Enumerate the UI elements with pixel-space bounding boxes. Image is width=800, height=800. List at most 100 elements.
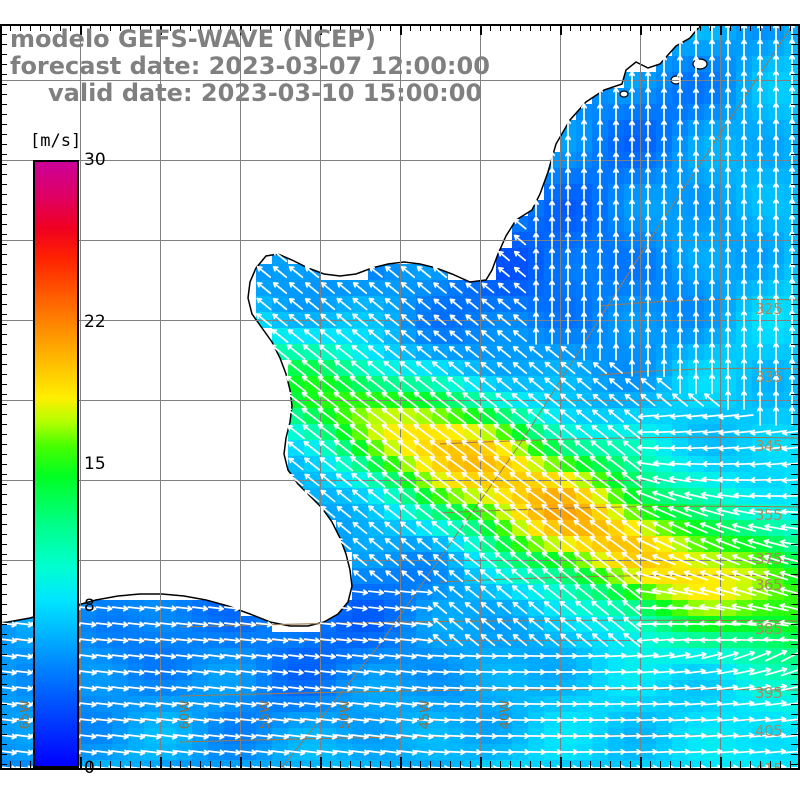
wind-arrow: [415, 653, 433, 660]
wind-arrow: [512, 330, 528, 342]
wind-arrow: [660, 167, 668, 185]
wind-arrow: [621, 583, 643, 601]
wind-arrow: [670, 429, 690, 436]
wind-arrow: [596, 247, 604, 265]
wind-arrow: [660, 87, 668, 105]
wind-arrow: [589, 487, 611, 505]
wind-arrow: [495, 568, 513, 584]
wind-arrow: [271, 701, 289, 708]
wind-arrow: [788, 70, 796, 90]
wind-arrow: [207, 637, 225, 644]
wind-arrow: [548, 200, 556, 216]
wind-arrow: [288, 653, 304, 660]
wind-arrow: [557, 519, 579, 537]
wind-arrow: [110, 749, 130, 756]
raster-cell: [288, 760, 304, 770]
wind-arrow: [608, 393, 624, 407]
wind-arrow: [748, 523, 772, 532]
wind-arrow: [365, 391, 387, 409]
wind-arrow: [429, 471, 451, 489]
wind-arrow: [669, 445, 691, 452]
wind-arrow: [513, 282, 527, 294]
axis-tick: [510, 24, 511, 31]
wind-arrow: [398, 701, 418, 708]
axis-tick: [0, 504, 7, 505]
wind-arrow: [708, 326, 716, 346]
wind-arrow: [668, 537, 692, 551]
wind-arrow: [449, 282, 463, 294]
wind-arrow: [623, 632, 641, 648]
wind-arrow: [432, 617, 448, 631]
wind-arrow: [541, 471, 563, 489]
wind-arrow: [239, 669, 257, 676]
wind-arrow: [111, 701, 129, 708]
wind-arrow: [111, 605, 129, 612]
wind-arrow: [143, 637, 161, 644]
wind-arrow: [692, 55, 700, 73]
axis-tick: [210, 24, 211, 31]
wind-arrow: [788, 198, 796, 218]
wind-arrow: [365, 407, 387, 425]
axis-tick: [310, 24, 311, 31]
colorbar[interactable]: [33, 160, 79, 768]
axis-tick: [320, 24, 322, 35]
wind-arrow: [0, 717, 17, 724]
wind-arrow: [724, 390, 732, 410]
wind-arrow: [573, 535, 595, 553]
wind-arrow: [353, 570, 367, 582]
wind-arrow: [509, 503, 531, 521]
wind-arrow: [676, 279, 684, 297]
wind-arrow: [286, 344, 306, 360]
axis-tick: [791, 414, 798, 415]
wind-arrow: [111, 669, 129, 676]
wind-arrow: [580, 263, 588, 281]
axis-tick: [0, 34, 7, 35]
wind-arrow: [350, 456, 370, 472]
axis-tick: [500, 761, 501, 768]
wind-arrow: [480, 617, 496, 631]
wind-arrow: [191, 637, 209, 644]
axis-tick: [280, 761, 281, 768]
wind-arrow: [383, 360, 401, 376]
wind-arrow: [788, 262, 796, 282]
axis-tick: [791, 554, 798, 555]
wind-arrow: [564, 279, 572, 297]
wind-arrow: [191, 685, 209, 692]
axis-tick: [290, 761, 291, 768]
wind-arrow: [497, 298, 511, 310]
axis-tick: [380, 761, 381, 768]
axis-tick: [720, 24, 722, 35]
wind-arrow: [464, 569, 480, 583]
wind-arrow: [612, 327, 620, 345]
wind-arrow: [317, 359, 339, 377]
wind-arrow: [320, 473, 336, 487]
axis-tick: [791, 474, 798, 475]
wind-arrow: [692, 230, 700, 250]
axis-tick: [500, 24, 501, 31]
wind-arrow: [432, 633, 448, 647]
wind-arrow: [525, 487, 547, 505]
wind-arrow: [764, 649, 788, 662]
axis-tick: [0, 354, 7, 355]
wind-arrow: [660, 182, 668, 202]
wind-arrow: [304, 297, 320, 311]
axis-tick: [791, 514, 798, 515]
wind-arrow: [580, 216, 588, 232]
axis-tick: [791, 744, 798, 745]
wind-arrow: [287, 441, 305, 455]
wind-arrow: [749, 461, 771, 468]
colorbar-tick-label: 22: [84, 312, 106, 333]
wind-arrow: [543, 584, 561, 600]
axis-tick: [780, 761, 781, 768]
wind-arrow: [498, 250, 510, 262]
wind-arrow: [333, 391, 355, 409]
wind-arrow: [596, 311, 604, 329]
contour-value-label: 395: [755, 684, 783, 702]
wind-arrow: [143, 701, 161, 708]
axis-tick: [300, 24, 301, 31]
wind-arrow: [576, 361, 592, 375]
wind-arrow: [304, 473, 320, 487]
wind-arrow: [79, 685, 97, 692]
contour-value-label: 385: [755, 620, 783, 638]
wind-arrow: [596, 199, 604, 217]
